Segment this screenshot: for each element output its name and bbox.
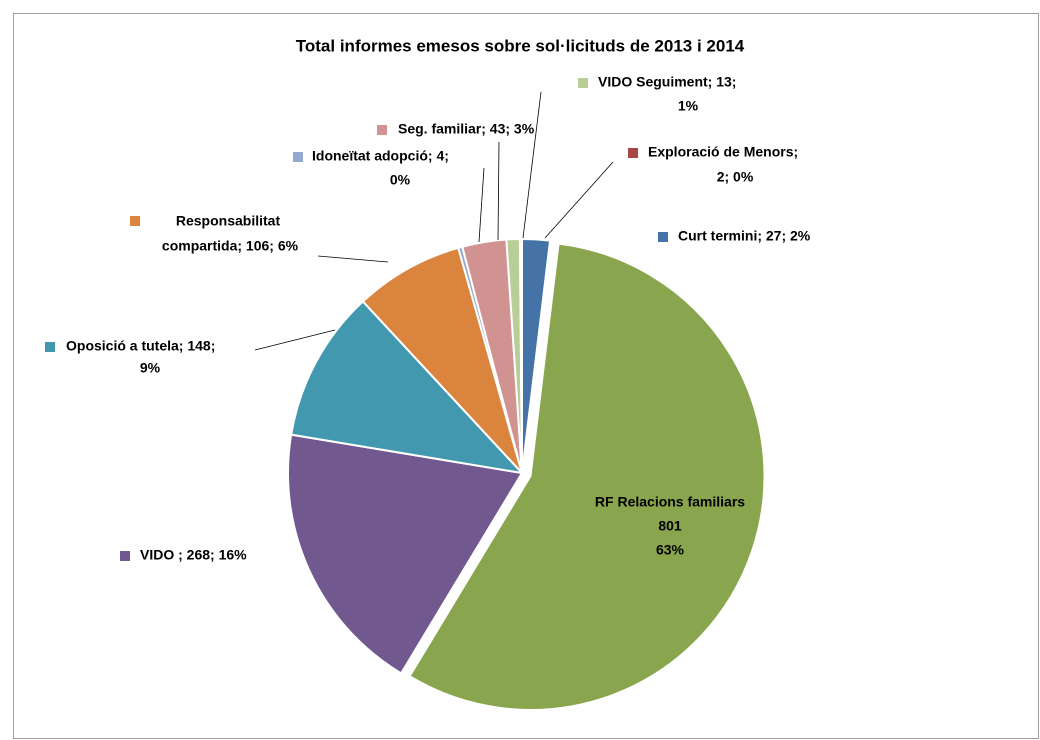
label-marker bbox=[377, 125, 387, 135]
data-label: Responsabilitat bbox=[176, 213, 281, 229]
label-marker bbox=[45, 342, 55, 352]
label-marker bbox=[628, 148, 638, 158]
chart-title: Total informes emesos sobre sol·licituds… bbox=[296, 36, 745, 55]
pie-slice bbox=[361, 246, 523, 474]
data-label: Oposició a tutela; 148; bbox=[66, 338, 215, 354]
leader-line bbox=[497, 141, 500, 241]
data-label: VIDO Seguiment; 13; bbox=[598, 74, 736, 90]
label-marker bbox=[658, 232, 668, 242]
leader-line bbox=[478, 167, 485, 243]
leader-line bbox=[254, 329, 336, 351]
data-label: VIDO ; 268; 16% bbox=[140, 547, 247, 563]
leader-line bbox=[522, 91, 542, 239]
label-marker bbox=[120, 551, 130, 561]
label-marker bbox=[578, 78, 588, 88]
data-label: 0% bbox=[390, 172, 411, 188]
label-marker bbox=[293, 152, 303, 162]
data-label: 801 bbox=[658, 518, 682, 534]
data-label: RF Relacions familiars bbox=[595, 494, 745, 510]
data-label: Seg. familiar; 43; 3% bbox=[398, 121, 535, 137]
leader-line bbox=[317, 255, 389, 263]
pie-slice bbox=[408, 242, 766, 711]
pie-slice bbox=[290, 299, 525, 475]
data-label: 63% bbox=[656, 542, 685, 558]
data-label: Curt termini; 27; 2% bbox=[678, 228, 811, 244]
data-label: Exploració de Menors; bbox=[648, 144, 798, 160]
label-marker bbox=[130, 216, 140, 226]
pie-slice bbox=[287, 433, 524, 675]
data-label: 1% bbox=[678, 98, 699, 114]
pie-slice bbox=[518, 237, 523, 474]
data-label: Idoneïtat adopció; 4; bbox=[312, 148, 449, 164]
data-label: compartida; 106; 6% bbox=[162, 238, 299, 254]
leader-line bbox=[544, 161, 614, 239]
data-label: 2; 0% bbox=[717, 169, 754, 185]
data-label: 9% bbox=[140, 360, 161, 376]
